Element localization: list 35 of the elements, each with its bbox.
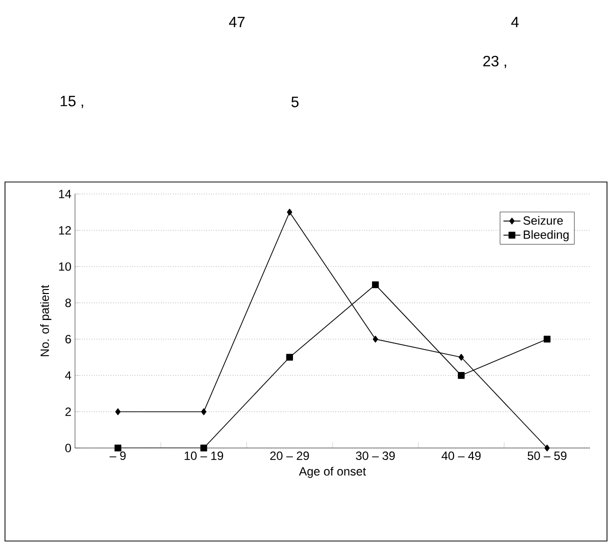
x-tick-label: 50 – 59 [528,452,566,460]
text: 15 , [60,96,84,108]
y-tick-label: 4 [65,371,72,380]
text: 4 [511,16,519,28]
x-tick-label: – 9 [110,452,126,460]
point [115,408,121,416]
point [201,408,206,416]
point [458,372,465,379]
x-tick-label: 10 – 19 [184,452,224,460]
point [458,354,464,361]
text: 23 , [483,56,506,68]
point [372,336,378,343]
y-tick-label: 8 [65,298,71,308]
y-tick-label: 2 [65,408,71,416]
point [372,281,379,288]
y-tick-label: 6 [65,334,71,344]
y-tick-label: 12 [59,226,71,234]
legend-label: Bleeding [524,230,569,242]
x-tick-label: 40 – 49 [442,452,481,460]
text: 47 [229,16,245,28]
x-tick-label: 30 – 39 [356,452,395,460]
point [200,444,208,452]
y-axis-title: No. of patient [40,284,52,356]
x-tick-label: 20 – 29 [270,452,309,460]
point [286,354,293,361]
y-tick-label: 10 [59,262,72,271]
legend-label: Seizure [523,216,563,225]
point [286,208,292,216]
point [544,336,550,343]
point [544,444,550,452]
point [114,444,122,452]
y-tick-label: 0 [65,444,72,452]
text: 5 [291,96,299,108]
x-axis-title: Age of onset [298,466,366,478]
y-tick-label: 14 [59,190,72,198]
